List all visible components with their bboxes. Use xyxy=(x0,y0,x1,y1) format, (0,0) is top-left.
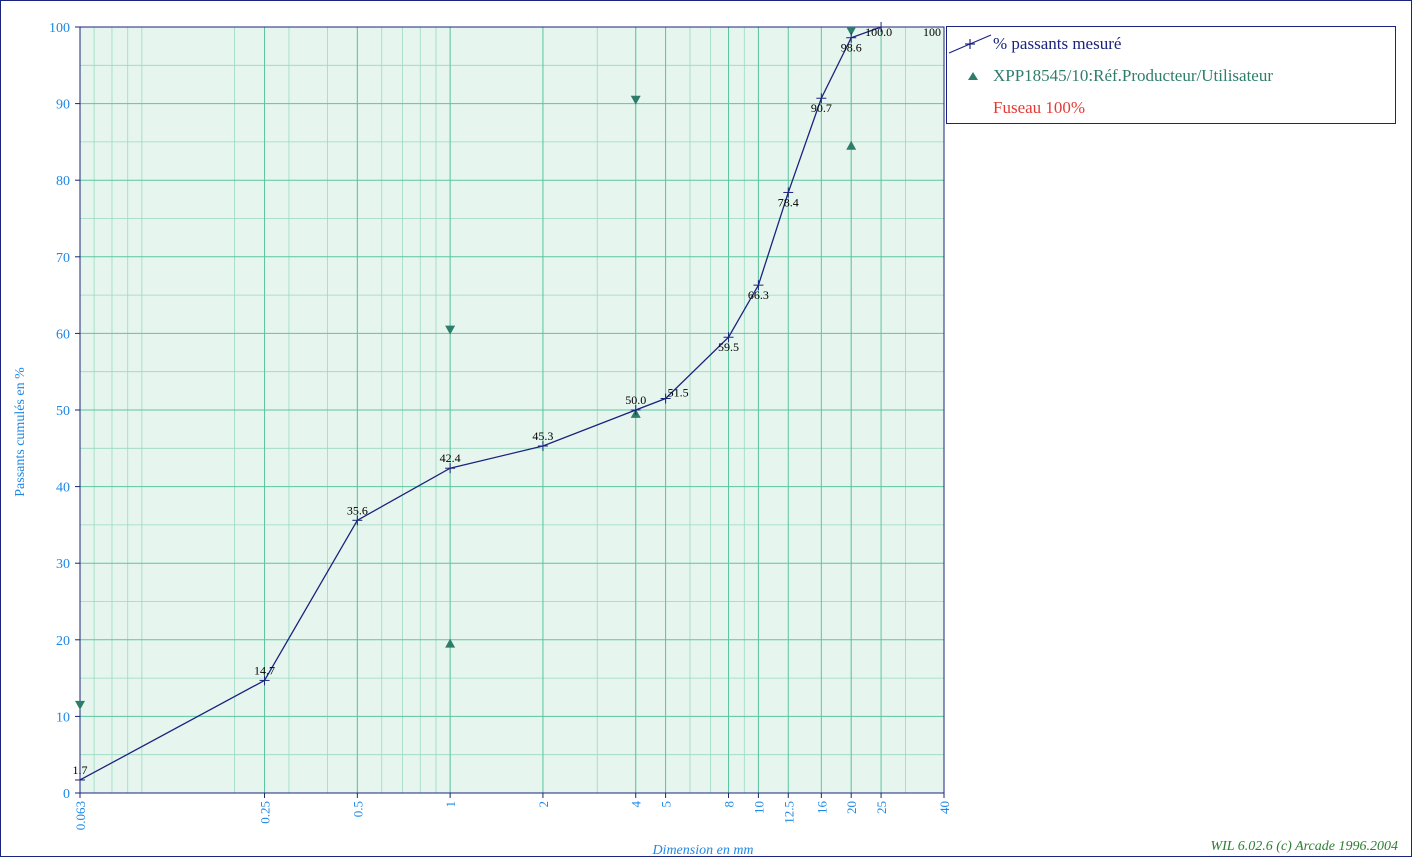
data-label: 45.3 xyxy=(532,429,553,443)
y-axis-title: Passants cumulés en % xyxy=(13,367,28,497)
x-tick-label: 12.5 xyxy=(781,801,796,824)
y-tick-label: 70 xyxy=(56,251,70,266)
envelope-lower-marker xyxy=(846,140,857,150)
envelope-lower-marker xyxy=(445,638,456,648)
x-tick-label: 16 xyxy=(814,801,829,815)
legend-label-reference: XPP18545/10:Réf.Producteur/Utilisateur xyxy=(993,66,1274,85)
legend-triangle-icon xyxy=(968,72,978,80)
y-axis-ticks: 0 10 20 30 40 50 60 70 80 90 100 xyxy=(49,21,80,802)
envelope-upper-marker xyxy=(630,95,641,105)
y-tick-label: 30 xyxy=(56,557,70,572)
envelope-upper-marker xyxy=(846,26,857,36)
y-tick-label: 50 xyxy=(56,404,70,419)
legend-label-measured: % passants mesuré xyxy=(993,34,1122,53)
y-tick-label: 0 xyxy=(63,787,70,802)
x-tick-label: 0.063 xyxy=(73,801,88,830)
x-tick-label: 2 xyxy=(536,801,551,808)
x-tick-label: 40 xyxy=(937,801,952,814)
envelope-upper-marker xyxy=(445,325,456,335)
measured-curve-points xyxy=(75,22,887,785)
x-tick-label: 10 xyxy=(751,801,766,814)
software-credit: WIL 6.02.6 (c) Arcade 1996.2004 xyxy=(1210,839,1398,854)
data-label: 59.5 xyxy=(718,340,739,354)
measured-curve-data-labels: 1.7 14.7 35.6 42.4 45.3 50.0 51.5 59.5 66.3 78.4 9… xyxy=(73,25,942,777)
x-tick-label: 4 xyxy=(629,801,644,808)
x-tick-label: 0.25 xyxy=(258,801,273,824)
y-tick-label: 10 xyxy=(56,710,70,725)
y-tick-label: 80 xyxy=(56,174,70,189)
legend-line-cross-icon xyxy=(948,34,992,54)
x-axis-title: Dimension en mm xyxy=(651,843,753,857)
x-tick-label: 1 xyxy=(443,801,458,808)
data-label: 98.6 xyxy=(841,41,862,55)
x-tick-label: 0.5 xyxy=(350,801,365,817)
x-tick-label: 25 xyxy=(874,801,889,814)
grid-major-lines xyxy=(80,27,944,793)
legend-label-fuseau: Fuseau 100% xyxy=(993,98,1086,117)
data-label: 1.7 xyxy=(73,763,88,777)
data-label: 90.7 xyxy=(811,101,832,115)
legend: % passants mesuré XPP18545/10:Réf.Produc… xyxy=(946,26,1396,124)
data-label: 78.4 xyxy=(778,195,799,209)
data-label: 51.5 xyxy=(668,386,689,400)
envelope-upper-marker xyxy=(75,700,85,710)
data-label: 66.3 xyxy=(748,288,769,302)
x-tick-label: 8 xyxy=(722,801,737,808)
y-tick-label: 40 xyxy=(56,481,70,496)
x-tick-label: 5 xyxy=(659,801,674,808)
y-tick-label: 20 xyxy=(56,634,70,649)
y-tick-label: 100 xyxy=(49,21,70,36)
x-axis-ticks: 0.063 0.25 0.5 1 2 4 5 8 10 12.5 16 20 25 40 xyxy=(73,793,952,830)
data-label: 100.0 xyxy=(865,25,892,39)
data-label: 35.6 xyxy=(347,503,368,517)
y-tick-label: 60 xyxy=(56,327,70,342)
x-tick-label: 20 xyxy=(844,801,859,814)
data-label: 100 xyxy=(923,25,941,39)
y-tick-label: 90 xyxy=(56,98,70,113)
data-label: 50.0 xyxy=(625,393,646,407)
data-label: 42.4 xyxy=(440,451,461,465)
data-label: 14.7 xyxy=(254,663,275,677)
